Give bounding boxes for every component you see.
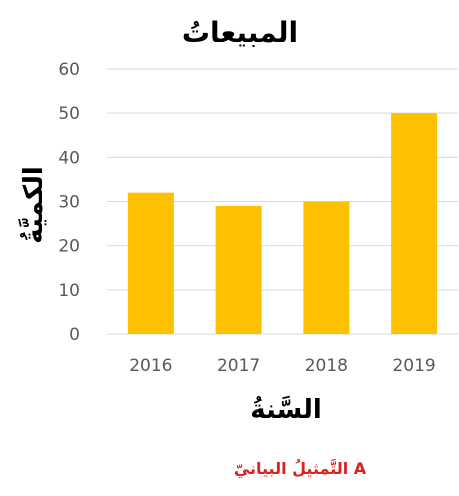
x-axis-ticks: 2016 2017 2018 2019 <box>129 356 436 376</box>
y-tick-label: 40 <box>58 148 80 168</box>
chart-caption: التَّمثيلُ البيانيّ A <box>234 458 367 479</box>
bar-2017 <box>215 205 262 334</box>
y-tick-label: 30 <box>58 193 80 213</box>
bar-2019 <box>391 113 438 335</box>
y-tick-label: 20 <box>58 237 80 257</box>
x-tick-label: 2019 <box>392 356 435 376</box>
y-tick-label: 50 <box>58 104 80 124</box>
y-tick-label: 10 <box>58 281 80 301</box>
x-tick-label: 2018 <box>305 356 348 376</box>
y-axis-label: الكميَّةُ <box>18 166 49 244</box>
x-tick-label: 2017 <box>217 356 260 376</box>
bar-2016 <box>127 192 174 334</box>
chart-title: المبيعاتُ <box>182 16 298 49</box>
x-axis-label: السَّنةُ <box>250 395 322 425</box>
y-tick-label: 0 <box>69 325 80 345</box>
y-axis-ticks: 0 10 20 30 40 50 60 <box>58 60 80 345</box>
bar-2018 <box>303 201 350 334</box>
bars <box>127 113 438 335</box>
y-tick-label: 60 <box>58 60 80 80</box>
x-tick-label: 2016 <box>129 356 172 376</box>
